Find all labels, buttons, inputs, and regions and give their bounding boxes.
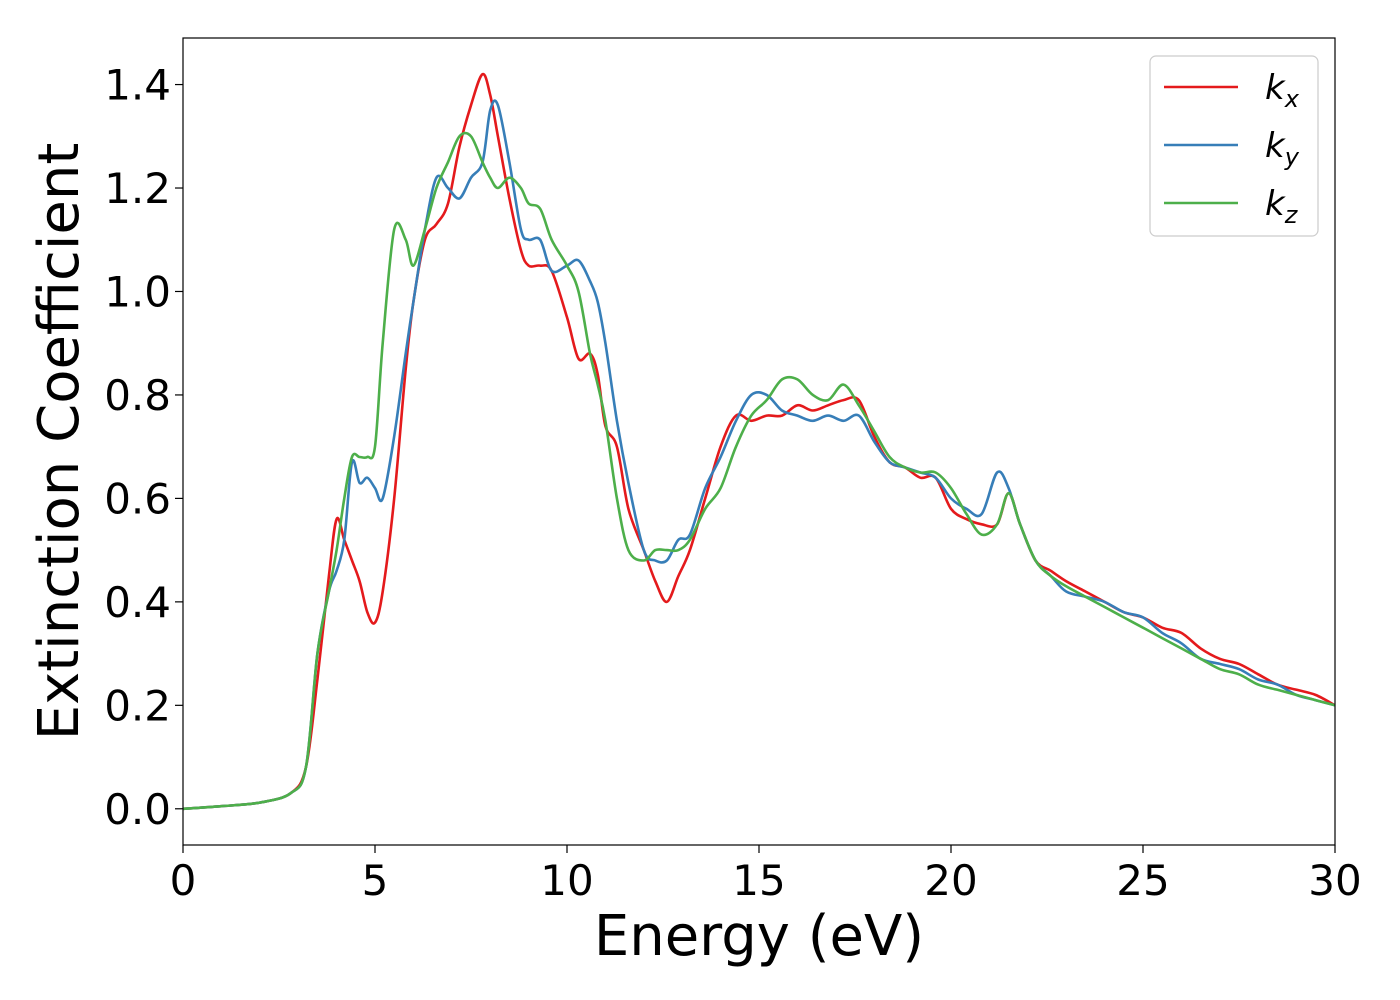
legend-label-kx: kx xyxy=(1265,68,1300,113)
y-tick-label: 0.8 xyxy=(104,371,171,420)
y-tick-label: 1.0 xyxy=(104,267,171,316)
x-axis-label: Energy (eV) xyxy=(594,904,924,969)
y-tick-label: 0.0 xyxy=(104,785,171,834)
x-tick-label: 15 xyxy=(732,856,785,905)
legend-label-ky: ky xyxy=(1265,126,1300,171)
x-tick-label: 25 xyxy=(1116,856,1169,905)
y-tick-label: 1.4 xyxy=(104,61,171,110)
x-tick-label: 5 xyxy=(362,856,389,905)
x-tick-label: 20 xyxy=(924,856,977,905)
y-tick-label: 0.2 xyxy=(104,681,171,730)
x-tick-label: 0 xyxy=(170,856,197,905)
y-tick-label: 1.2 xyxy=(104,164,171,213)
y-axis: 0.0 0.2 0.4 0.6 0.8 1.0 1.2 1.4 xyxy=(104,61,183,834)
x-axis: 0 5 10 15 20 25 30 xyxy=(170,845,1362,905)
series-line-kz xyxy=(183,131,1335,811)
legend-label-kz: kz xyxy=(1265,184,1299,229)
y-tick-label: 0.4 xyxy=(104,578,171,627)
x-tick-label: 10 xyxy=(540,856,593,905)
x-tick-label: 30 xyxy=(1308,856,1361,905)
legend: kx ky kz xyxy=(1149,55,1319,237)
series-line-kx xyxy=(183,72,1335,811)
y-tick-label: 0.6 xyxy=(104,474,171,523)
y-axis-label: Extinction Coefficient xyxy=(27,143,92,741)
